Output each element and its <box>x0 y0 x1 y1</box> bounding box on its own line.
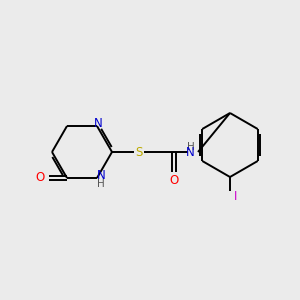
Text: H: H <box>187 142 195 152</box>
Text: N: N <box>186 146 194 158</box>
Text: H: H <box>97 179 105 189</box>
Text: N: N <box>97 169 105 182</box>
Text: N: N <box>94 116 102 130</box>
Text: O: O <box>35 172 45 184</box>
Text: I: I <box>234 190 238 203</box>
Text: S: S <box>135 146 143 158</box>
Text: O: O <box>169 173 178 187</box>
